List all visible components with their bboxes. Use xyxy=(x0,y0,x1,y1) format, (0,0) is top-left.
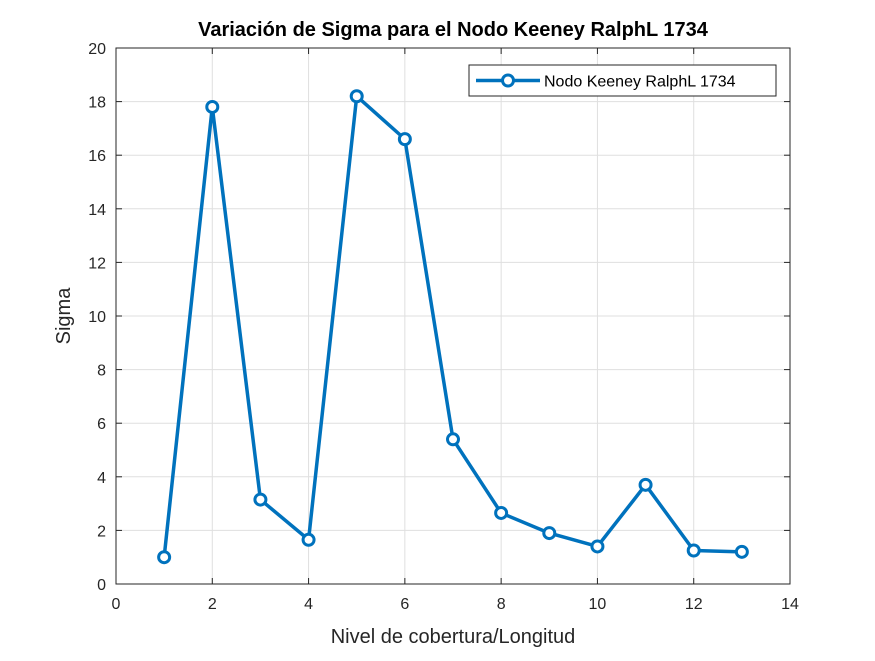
data-point xyxy=(301,532,316,547)
y-tick-label: 10 xyxy=(88,309,106,326)
data-point xyxy=(686,543,701,558)
y-tick-label: 2 xyxy=(97,523,106,540)
data-point xyxy=(349,89,364,104)
ticks: 0 2 4 6 8 10 12 14 0 2 4 6 8 10 12 14 16 18 20 xyxy=(88,41,799,613)
y-tick-label: 4 xyxy=(97,470,106,487)
legend: Nodo Keeney RalphL 1734 xyxy=(468,64,777,97)
data-point xyxy=(205,99,220,114)
x-axis-label: Nivel de cobertura/Longitud xyxy=(331,626,576,648)
data-point xyxy=(542,526,557,541)
x-tick-label: 6 xyxy=(400,596,409,613)
x-tick-label: 14 xyxy=(781,596,799,613)
y-tick-label: 18 xyxy=(88,95,106,112)
y-tick-label: 16 xyxy=(88,148,106,165)
data-point xyxy=(638,477,653,492)
y-tick-label: 8 xyxy=(97,363,106,380)
data-point xyxy=(397,132,412,147)
y-tick-label: 12 xyxy=(88,255,106,272)
legend-entry-label: Nodo Keeney RalphL 1734 xyxy=(544,74,736,91)
chart-title: Variación de Sigma para el Nodo Keeney R… xyxy=(198,19,709,41)
x-tick-label: 2 xyxy=(208,596,217,613)
data-point xyxy=(157,550,172,565)
x-tick-label: 8 xyxy=(497,596,506,613)
x-tick-label: 0 xyxy=(112,596,121,613)
legend-marker-swatch xyxy=(501,73,515,88)
data-point xyxy=(494,505,509,520)
x-tick-label: 12 xyxy=(685,596,703,613)
y-tick-label: 0 xyxy=(97,577,106,594)
y-tick-label: 20 xyxy=(88,41,106,58)
series-layer xyxy=(157,89,749,565)
data-point xyxy=(253,492,268,507)
y-tick-label: 14 xyxy=(88,202,106,219)
data-point xyxy=(590,539,605,554)
data-point xyxy=(446,432,460,447)
data-point xyxy=(734,544,749,559)
x-tick-label: 10 xyxy=(589,596,607,613)
y-tick-label: 6 xyxy=(97,416,106,433)
y-axis-label: Sigma xyxy=(53,287,75,345)
x-tick-label: 4 xyxy=(304,596,313,613)
